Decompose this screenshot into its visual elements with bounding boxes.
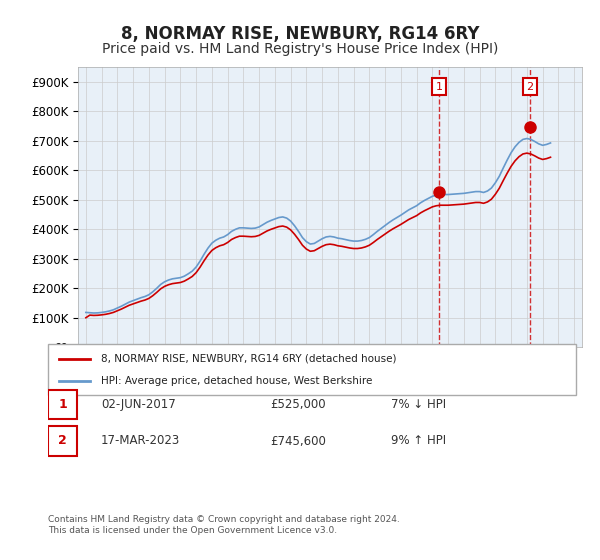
FancyBboxPatch shape bbox=[48, 427, 77, 456]
Text: 9% ↑ HPI: 9% ↑ HPI bbox=[391, 435, 446, 447]
FancyBboxPatch shape bbox=[48, 344, 576, 395]
Text: 8, NORMAY RISE, NEWBURY, RG14 6RY: 8, NORMAY RISE, NEWBURY, RG14 6RY bbox=[121, 25, 479, 43]
FancyBboxPatch shape bbox=[48, 390, 77, 419]
Text: Price paid vs. HM Land Registry's House Price Index (HPI): Price paid vs. HM Land Registry's House … bbox=[102, 42, 498, 56]
Text: 1: 1 bbox=[436, 82, 442, 92]
Text: 8, NORMAY RISE, NEWBURY, RG14 6RY (detached house): 8, NORMAY RISE, NEWBURY, RG14 6RY (detac… bbox=[101, 353, 397, 363]
Text: £525,000: £525,000 bbox=[270, 398, 325, 411]
Text: 2: 2 bbox=[527, 82, 534, 92]
Text: 02-JUN-2017: 02-JUN-2017 bbox=[101, 398, 176, 411]
Text: HPI: Average price, detached house, West Berkshire: HPI: Average price, detached house, West… bbox=[101, 376, 372, 386]
Text: 2: 2 bbox=[58, 435, 67, 447]
Text: Contains HM Land Registry data © Crown copyright and database right 2024.
This d: Contains HM Land Registry data © Crown c… bbox=[48, 515, 400, 535]
Text: 1: 1 bbox=[58, 398, 67, 411]
Text: 7% ↓ HPI: 7% ↓ HPI bbox=[391, 398, 446, 411]
Text: £745,600: £745,600 bbox=[270, 435, 326, 447]
Text: 17-MAR-2023: 17-MAR-2023 bbox=[101, 435, 180, 447]
